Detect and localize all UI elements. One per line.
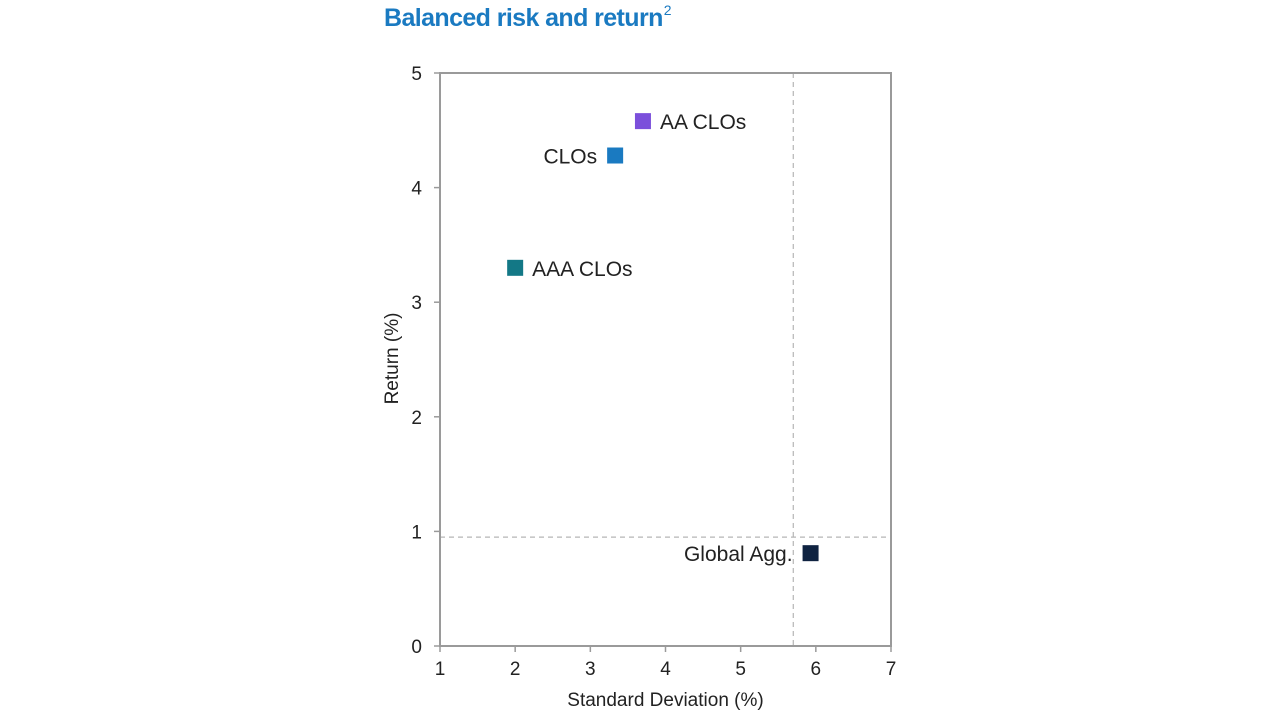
data-point (802, 545, 819, 562)
y-tick-label: 1 (411, 522, 422, 543)
x-tick-label: 7 (886, 659, 897, 680)
y-axis-label: Return (%) (382, 313, 403, 405)
data-point (634, 113, 651, 130)
y-tick-label: 2 (411, 408, 422, 429)
x-tick-label: 4 (660, 659, 671, 680)
y-tick-label: 5 (411, 64, 422, 85)
x-tick-label: 3 (585, 659, 596, 680)
y-tick-label: 3 (411, 293, 422, 314)
chart-title: Balanced risk and return2 (384, 2, 672, 33)
x-tick-label: 1 (435, 659, 446, 680)
x-axis-label: Standard Deviation (%) (567, 690, 763, 711)
y-tick-label: 4 (411, 179, 422, 200)
data-point-label: AA CLOs (660, 111, 746, 134)
x-tick-label: 2 (510, 659, 521, 680)
data-point-label: Global Agg. (684, 543, 793, 566)
data-point (607, 147, 624, 164)
x-tick-label: 6 (811, 659, 822, 680)
x-tick-label: 5 (735, 659, 746, 680)
chart-title-text: Balanced risk and return (384, 4, 663, 32)
plot-frame (439, 72, 892, 647)
data-point (507, 259, 524, 276)
y-tick-label: 0 (411, 637, 422, 658)
data-point-label: AAA CLOs (532, 258, 632, 281)
data-point-label: CLOs (543, 146, 597, 169)
chart-title-footnote: 2 (663, 2, 672, 18)
